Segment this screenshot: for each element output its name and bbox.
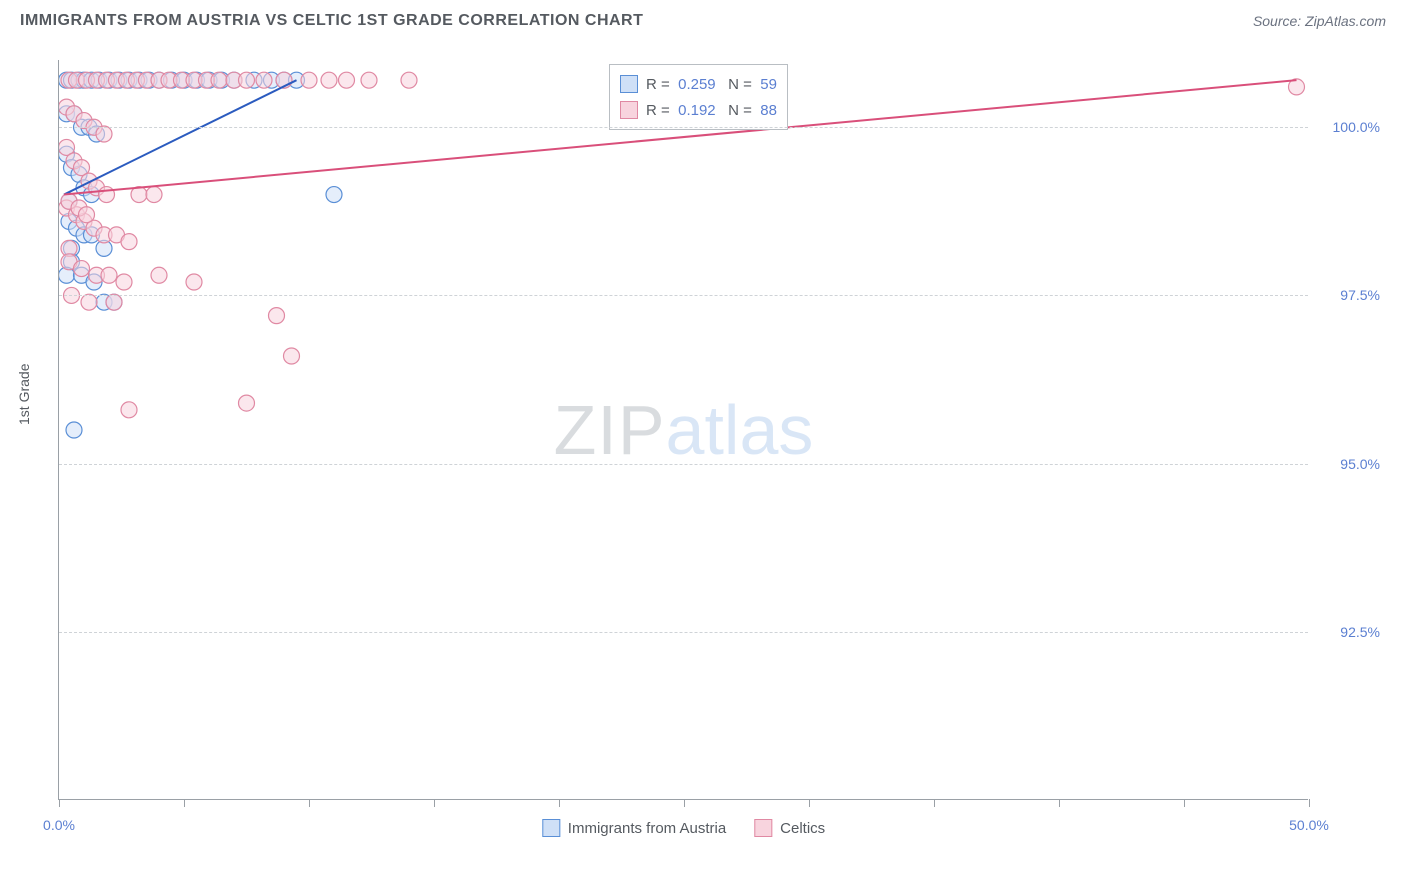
- x-tick-mark: [309, 799, 310, 807]
- data-point: [239, 72, 255, 88]
- x-tick-mark: [684, 799, 685, 807]
- legend-item-austria: Immigrants from Austria: [542, 819, 726, 837]
- data-point: [321, 72, 337, 88]
- plot-region: ZIPatlas R = 0.259 N = 59R = 0.192 N = 8…: [58, 60, 1308, 800]
- data-point: [121, 234, 137, 250]
- data-point: [116, 274, 132, 290]
- y-tick-label: 92.5%: [1316, 624, 1380, 640]
- legend-swatch-celtics: [754, 819, 772, 837]
- data-point: [301, 72, 317, 88]
- data-point: [74, 261, 90, 277]
- data-point: [269, 308, 285, 324]
- x-tick-mark: [59, 799, 60, 807]
- y-tick-label: 100.0%: [1316, 119, 1380, 135]
- gridline-h: [59, 127, 1308, 128]
- x-tick-mark: [1059, 799, 1060, 807]
- correlation-legend: R = 0.259 N = 59 R = 0.192 N = 88: [609, 64, 788, 130]
- legend-stat-text: R = 0.259 N = 59: [646, 76, 777, 93]
- x-tick-mark: [559, 799, 560, 807]
- data-point: [151, 267, 167, 283]
- gridline-h: [59, 295, 1308, 296]
- data-point: [239, 395, 255, 411]
- data-point: [96, 126, 112, 142]
- gridline-h: [59, 464, 1308, 465]
- x-tick-label: 50.0%: [1289, 817, 1329, 833]
- legend-label-celtics: Celtics: [780, 820, 825, 837]
- data-point: [211, 72, 227, 88]
- y-tick-label: 95.0%: [1316, 456, 1380, 472]
- data-point: [121, 402, 137, 418]
- chart-area: 1st Grade ZIPatlas R = 0.259 N = 59R = 0…: [20, 50, 1386, 860]
- data-point: [284, 348, 300, 364]
- x-tick-mark: [1309, 799, 1310, 807]
- data-point: [106, 294, 122, 310]
- series-legend: Immigrants from Austria Celtics: [542, 819, 825, 837]
- x-tick-mark: [434, 799, 435, 807]
- plot-svg: [59, 60, 1309, 800]
- x-tick-mark: [934, 799, 935, 807]
- chart-title: IMMIGRANTS FROM AUSTRIA VS CELTIC 1ST GR…: [20, 12, 643, 30]
- data-point: [256, 72, 272, 88]
- legend-swatch: [620, 101, 638, 119]
- chart-source: Source: ZipAtlas.com: [1253, 13, 1386, 29]
- data-point: [326, 187, 342, 203]
- x-tick-mark: [809, 799, 810, 807]
- data-point: [79, 207, 95, 223]
- y-axis-label: 1st Grade: [16, 364, 32, 425]
- legend-item-celtics: Celtics: [754, 819, 825, 837]
- gridline-h: [59, 632, 1308, 633]
- data-point: [99, 187, 115, 203]
- data-point: [81, 294, 97, 310]
- data-point: [101, 267, 117, 283]
- chart-header: IMMIGRANTS FROM AUSTRIA VS CELTIC 1ST GR…: [0, 0, 1406, 38]
- data-point: [146, 187, 162, 203]
- legend-stat-row: R = 0.192 N = 88: [620, 97, 777, 123]
- data-point: [339, 72, 355, 88]
- legend-stat-row: R = 0.259 N = 59: [620, 71, 777, 97]
- legend-swatch-austria: [542, 819, 560, 837]
- x-tick-mark: [1184, 799, 1185, 807]
- x-tick-label: 0.0%: [43, 817, 75, 833]
- legend-stat-text: R = 0.192 N = 88: [646, 102, 777, 119]
- data-point: [66, 422, 82, 438]
- data-point: [401, 72, 417, 88]
- data-point: [361, 72, 377, 88]
- legend-swatch: [620, 75, 638, 93]
- legend-label-austria: Immigrants from Austria: [568, 820, 726, 837]
- x-tick-mark: [184, 799, 185, 807]
- y-tick-label: 97.5%: [1316, 287, 1380, 303]
- data-point: [186, 274, 202, 290]
